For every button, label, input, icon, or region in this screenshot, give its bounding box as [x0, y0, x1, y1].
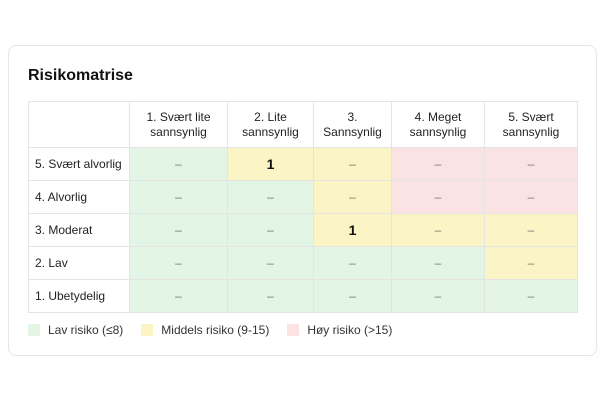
matrix-cell: –	[391, 213, 485, 247]
header-row: 1. Svært lite sannsynlig 2. Lite sannsynli…	[28, 101, 578, 148]
column-header-4: 4. Meget sannsynlig	[391, 101, 485, 148]
row-header: 5. Svært alvorlig	[28, 147, 130, 181]
matrix-cell: –	[129, 213, 228, 247]
row-header: 4. Alvorlig	[28, 180, 130, 214]
column-header-1: 1. Svært lite sannsynlig	[129, 101, 228, 148]
legend-label-high: Høy risiko (>15)	[307, 323, 393, 337]
matrix-cell: 1	[313, 213, 392, 247]
corner-cell	[28, 101, 130, 148]
column-header-line1: 2. Lite	[254, 109, 287, 124]
matrix-row: 3. Moderat – –1– –	[28, 213, 578, 247]
column-header-line2: sannsynlig	[409, 124, 467, 139]
matrix-row: 4. Alvorlig – – – – –	[28, 180, 578, 214]
column-header-3: 3. Sannsynlig	[313, 101, 392, 148]
legend-item-mid: Middels risiko (9-15)	[141, 323, 269, 337]
row-header: 2. Lav	[28, 246, 130, 280]
row-header: 1. Ubetydelig	[28, 279, 130, 313]
risk-matrix-card: Risikomatrise 1. Svært lite sannsynlig 2.…	[8, 45, 597, 356]
matrix-row: 1. Ubetydelig – – – – –	[28, 279, 578, 313]
matrix-cell: –	[313, 180, 392, 214]
legend-item-high: Høy risiko (>15)	[287, 323, 392, 337]
legend-swatch-mid	[141, 324, 154, 336]
matrix-cell: –	[129, 147, 228, 181]
matrix-cell: –	[227, 279, 314, 313]
matrix-cell: –	[484, 279, 578, 313]
legend-label-mid: Middels risiko (9-15)	[161, 323, 270, 337]
legend-label-low: Lav risiko (≤8)	[48, 323, 124, 337]
matrix-cell: –	[391, 180, 485, 214]
matrix-cell: –	[484, 180, 578, 214]
legend: Lav risiko (≤8) Middels risiko (9-15) Hø…	[28, 323, 410, 337]
column-header-line1: 3.	[347, 109, 358, 124]
legend-swatch-low	[28, 324, 40, 336]
matrix-cell: –	[484, 147, 578, 181]
column-header-line2: sannsynlig	[150, 124, 207, 139]
matrix-cell: –	[391, 246, 485, 280]
matrix-cell: –	[391, 279, 485, 313]
matrix-cell: –	[313, 147, 392, 181]
row-header: 3. Moderat	[28, 213, 130, 247]
column-header-line1: 5. Svært	[508, 109, 554, 124]
risk-matrix-table: 1. Svært lite sannsynlig 2. Lite sannsynli…	[28, 101, 578, 313]
matrix-cell: –	[227, 246, 314, 280]
matrix-cell: –	[227, 213, 314, 247]
legend-item-low: Lav risiko (≤8)	[28, 323, 123, 337]
column-header-2: 2. Lite sannsynlig	[227, 101, 314, 148]
matrix-cell: –	[227, 180, 314, 214]
matrix-row: 5. Svært alvorlig –1– – –	[28, 147, 578, 181]
column-header-line1: 4. Meget	[414, 109, 462, 124]
matrix-cell: –	[391, 147, 485, 181]
column-header-line2: sannsynlig	[242, 124, 299, 139]
column-header-line2: sannsynlig	[502, 124, 560, 139]
matrix-cell: –	[484, 246, 578, 280]
column-header-line1: 1. Svært lite	[146, 109, 211, 124]
card-title: Risikomatrise	[28, 67, 133, 84]
legend-swatch-high	[287, 324, 300, 336]
matrix-cell: –	[484, 213, 578, 247]
matrix-cell: –	[129, 246, 228, 280]
matrix-row: 2. Lav – – – – –	[28, 246, 578, 280]
column-header-line2: Sannsynlig	[323, 124, 382, 139]
matrix-cell: –	[313, 279, 392, 313]
matrix-cell: –	[129, 180, 228, 214]
matrix-cell: –	[129, 279, 228, 313]
column-header-5: 5. Svært sannsynlig	[484, 101, 578, 148]
matrix-cell: 1	[227, 147, 314, 181]
matrix-cell: –	[313, 246, 392, 280]
